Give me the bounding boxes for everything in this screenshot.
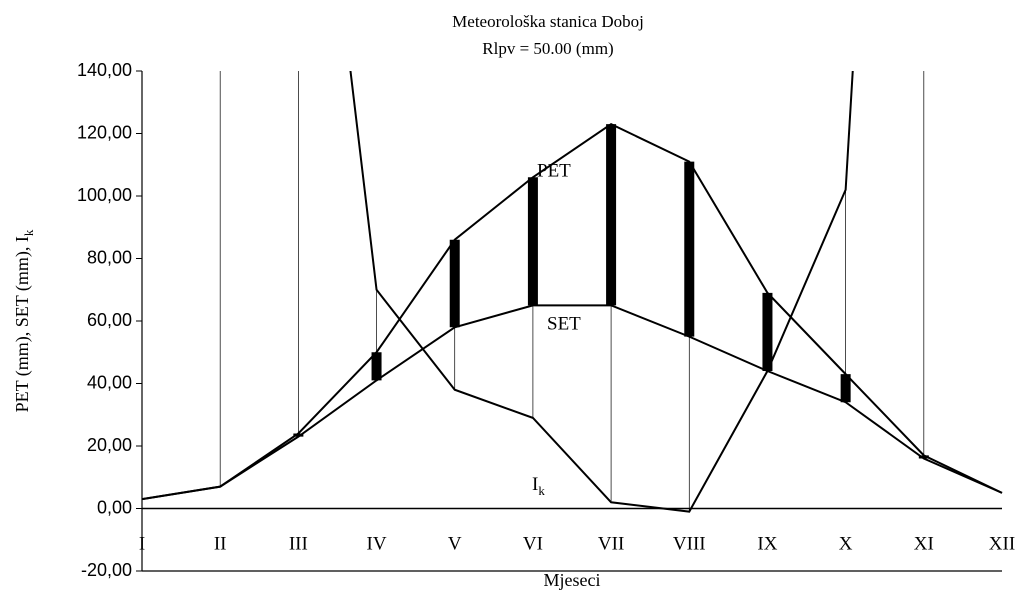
y-tick-label: 40,00: [87, 372, 132, 392]
x-tick-label: I: [139, 533, 145, 554]
x-tick-label: VII: [598, 533, 624, 554]
deficit-bar: [293, 433, 304, 437]
overlay: -20,00 0,00 20,00 40,00 60,00 80,00 100,00 120,…: [77, 60, 1015, 580]
series-label: SET: [547, 313, 581, 334]
chart-subtitle: Rlpv = 50.00 (mm): [482, 39, 613, 58]
y-axis-label: PET (mm), SET (mm), Ik: [12, 229, 36, 412]
deficit-bar: [684, 161, 695, 337]
y-tick-label: -20,00: [81, 560, 132, 580]
series-label-text: I: [532, 474, 538, 495]
deficit-bar: [840, 374, 851, 403]
y-tick-label: 0,00: [97, 497, 132, 517]
x-tick-label: V: [448, 533, 462, 554]
x-tick-label: VIII: [673, 533, 706, 554]
plot-area: [142, 71, 1003, 513]
y-tick-label: 60,00: [87, 310, 132, 330]
series-line: [142, 122, 1003, 501]
x-tick-label: XII: [989, 533, 1015, 554]
y-tick-label: 80,00: [87, 247, 132, 267]
series-label: PET: [537, 160, 571, 181]
x-tick-label: VI: [523, 533, 543, 554]
series-label-sub: k: [538, 483, 545, 498]
y-axis-label-text: PET (mm), SET (mm), I: [12, 236, 33, 412]
deficit-bar: [762, 292, 773, 371]
deficit-bar: [918, 455, 929, 459]
x-tick-label: XI: [914, 533, 934, 554]
y-tick-label: 20,00: [87, 435, 132, 455]
deficit-bar: [371, 352, 382, 381]
deficit-bar: [449, 239, 460, 328]
x-tick-label: IX: [757, 533, 777, 554]
y-axis-label-sub: k: [21, 229, 36, 236]
chart-title: Meteorološka stanica Doboj: [452, 12, 644, 31]
x-tick-label: III: [289, 533, 308, 554]
x-tick-label: II: [214, 533, 227, 554]
deficit-bar: [527, 177, 538, 306]
series-line: [349, 71, 854, 513]
x-axis-label: Mjeseci: [544, 570, 601, 590]
x-tick-label: IV: [367, 533, 387, 554]
y-tick-label: 140,00: [77, 60, 132, 80]
deficit-bar: [606, 124, 617, 306]
series-line: [142, 304, 1003, 501]
x-tick-label: X: [839, 533, 853, 554]
y-tick-label: 100,00: [77, 185, 132, 205]
y-tick-label: 120,00: [77, 122, 132, 142]
series-label: Ik: [532, 474, 545, 498]
